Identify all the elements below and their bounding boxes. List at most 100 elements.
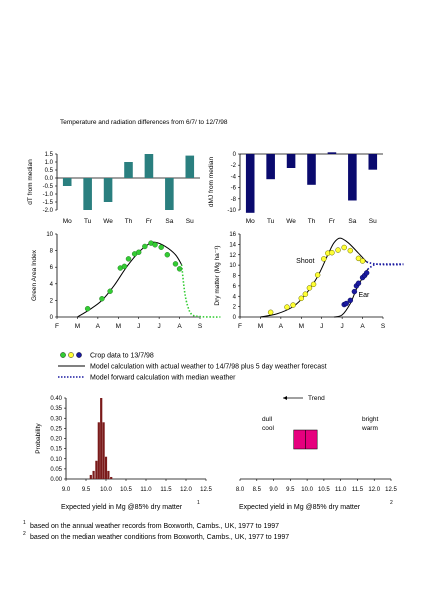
x-tick-label: A <box>177 323 182 330</box>
observed-point <box>164 252 171 258</box>
observed-point <box>121 263 128 270</box>
probability-bar <box>104 456 108 479</box>
bar-fr <box>327 152 337 154</box>
ear-observed-point <box>347 297 354 304</box>
x-tick-label: We <box>286 218 296 225</box>
y-tick-label: 0.5 <box>45 168 54 174</box>
x-tick-label: M <box>258 323 263 330</box>
shoot-observed-point <box>310 281 317 288</box>
yield-probability-chart: 0.40 0.35 0.30 0.25 0.20 0.15 0.10 0.05 0.009.0 9… <box>35 396 212 511</box>
y-tick-label: 6 <box>50 265 54 271</box>
bar-th <box>124 162 133 178</box>
legend-marker-yellow <box>68 352 74 358</box>
probability-bar <box>97 422 100 479</box>
x-tick-label: J <box>320 323 323 330</box>
y-tick-label: 0 <box>233 315 237 321</box>
x-tick-label: F <box>55 323 59 330</box>
probability-bar <box>102 422 105 479</box>
y-tick-label: 0 <box>50 315 54 321</box>
observed-point <box>176 266 183 272</box>
legend-crop-data: Crop data to 13/7/98 <box>90 353 154 360</box>
yield-range-chart: 8.0 8.5 9.0 9.5 10.0 10.5 11.0 11.5 12.0 12.5 Tren… <box>236 395 398 511</box>
y-tick-label: 2 <box>50 298 54 304</box>
shoot-observed-point <box>306 285 313 291</box>
x-tick-label: 11.5 <box>160 487 172 493</box>
shoot-observed-point <box>355 255 362 262</box>
x-tick-label: 12.5 <box>200 487 212 493</box>
x-tick-label: A <box>279 323 284 330</box>
right-label-2: warm <box>361 425 378 432</box>
shoot-observed-point <box>314 272 321 278</box>
observed-point <box>172 261 179 267</box>
model-median-line <box>180 264 221 318</box>
bar-tu <box>83 178 92 210</box>
y-tick-label: 8 <box>50 249 54 255</box>
x-tick-label: Th <box>125 218 133 225</box>
shoot-observed-point <box>321 256 327 262</box>
x-tick-label: M <box>116 323 121 330</box>
shoot-observed-point <box>347 247 354 254</box>
y-tick-label: 0.40 <box>50 396 62 402</box>
shoot-observed-point <box>302 291 309 297</box>
x-tick-label: J <box>137 323 140 330</box>
legend-marker-blue <box>76 352 82 358</box>
ear-observed-point <box>363 270 370 276</box>
bar-fr <box>144 154 154 178</box>
y-tick-label: 0.00 <box>50 477 62 483</box>
y-axis-label: Dry matter (Mg ha⁻¹) <box>214 245 221 305</box>
observed-point <box>136 249 142 255</box>
bar-su <box>185 155 195 178</box>
legend: Crop data to 13/7/98 Model calculation w… <box>58 352 327 382</box>
y-tick-label: -4 <box>231 174 237 180</box>
right-label-1: bright <box>362 416 378 423</box>
x-axis-label-sup: 2 <box>390 500 393 506</box>
footnote-1: based on the annual weather records from… <box>30 523 279 530</box>
bar-mo <box>62 178 72 186</box>
y-tick-label: 0.15 <box>50 447 62 453</box>
x-tick-label: M <box>299 323 304 330</box>
probability-bar <box>100 398 103 479</box>
x-tick-label: 9.5 <box>286 487 295 493</box>
legend-model-actual: Model calculation with actual weather to… <box>90 364 327 371</box>
observed-point <box>125 256 132 262</box>
x-tick-label: Fr <box>329 218 336 225</box>
shoot-observed-point <box>290 302 296 308</box>
bar-mo <box>245 154 255 213</box>
shoot-observed-point <box>298 295 305 302</box>
ear-median-line <box>367 263 404 270</box>
page-title: Temperature and radiation differences fr… <box>60 119 228 126</box>
x-tick-label: 8.5 <box>253 487 262 493</box>
x-tick-label: S <box>198 323 203 330</box>
x-tick-label: 11.0 <box>335 487 347 493</box>
ear-observed-point <box>355 280 362 286</box>
y-tick-label: -2.0 <box>43 208 54 214</box>
x-axis-label: Expected yield in Mg @85% dry matter <box>239 504 361 511</box>
bar-we <box>286 154 296 168</box>
bar-we <box>103 178 113 202</box>
probability-bar <box>92 470 95 479</box>
y-tick-label: 0.30 <box>50 416 62 422</box>
x-tick-label: A <box>96 323 101 330</box>
footnote-2-number: 2 <box>23 531 26 537</box>
y-tick-label: 2 <box>233 305 237 311</box>
x-tick-label: 12.0 <box>180 487 192 493</box>
y-tick-label: 14 <box>229 242 236 248</box>
y-axis-label: dMJ from median <box>208 157 215 208</box>
x-tick-label: 10.5 <box>120 487 132 493</box>
temperature-difference-chart: 1.5 1.0 0.5 0.0 -0.5 -1.0 -1.5 -2.0 Mo Tu We Th Fr Sa… <box>27 152 200 225</box>
x-tick-label: Mo <box>246 218 255 225</box>
x-tick-label: 9.5 <box>82 487 91 493</box>
shoot-observed-point <box>359 258 366 264</box>
y-tick-label: 10 <box>229 263 236 269</box>
x-tick-label: We <box>103 218 113 225</box>
observed-point <box>99 296 105 302</box>
shoot-observed-point <box>329 249 335 256</box>
x-tick-label: Tu <box>267 218 275 225</box>
y-tick-label: -6 <box>231 186 237 192</box>
y-tick-label: 0 <box>233 152 237 158</box>
footnote-1-number: 1 <box>23 520 26 526</box>
y-tick-label: 4 <box>233 294 237 300</box>
x-tick-label: 11.0 <box>140 487 152 493</box>
y-tick-label: 0.20 <box>50 437 62 443</box>
